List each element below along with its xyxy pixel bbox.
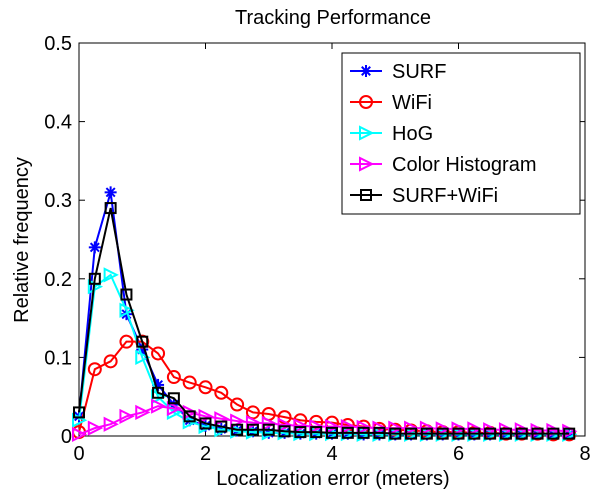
data-point-square — [294, 426, 307, 439]
data-point-circle — [277, 410, 292, 425]
x-axis-label: Localization error (meters) — [216, 468, 449, 490]
data-point-circle — [198, 380, 213, 395]
data-point-triangle — [261, 415, 277, 432]
data-point-square — [515, 427, 528, 440]
data-point-square — [563, 427, 576, 440]
x-tick-label: 0 — [73, 443, 84, 465]
data-point-square — [183, 410, 196, 423]
x-tick-label: 4 — [326, 443, 337, 465]
x-tick-label: 2 — [200, 443, 211, 465]
series-surf-wifi — [73, 202, 576, 440]
data-point-square — [468, 427, 481, 440]
series-line — [78, 207, 570, 435]
data-point-square — [452, 427, 465, 440]
data-point-asterisk — [360, 65, 372, 77]
data-point-triangle — [135, 404, 151, 421]
series-surf — [73, 186, 576, 441]
data-point-circle — [119, 334, 134, 349]
data-point-circle — [87, 362, 102, 377]
data-point-square — [152, 386, 165, 399]
data-point-square — [73, 406, 85, 419]
data-point-square — [199, 417, 212, 430]
data-point-square — [420, 427, 433, 440]
data-point-square — [231, 423, 244, 436]
data-point-square — [262, 423, 275, 436]
series-layer — [72, 186, 578, 443]
data-point-circle — [359, 95, 373, 109]
data-point-circle — [182, 375, 197, 390]
data-point-asterisk — [88, 241, 101, 254]
legend-item: SURF+WiFi — [350, 185, 498, 207]
x-tick-label: 6 — [453, 443, 464, 465]
data-point-square — [326, 426, 338, 439]
data-point-square — [373, 426, 386, 439]
data-point-square — [136, 335, 149, 348]
data-point-square — [246, 423, 259, 436]
data-point-asterisk — [104, 186, 117, 199]
data-point-circle — [230, 397, 245, 412]
data-point-square — [547, 427, 560, 440]
data-point-square — [278, 425, 291, 438]
y-tick-label: 0.2 — [44, 269, 72, 291]
data-point-triangle — [119, 408, 135, 424]
legend: SURF WiFi HoG Color Histogram SURF+WiFi — [341, 52, 581, 215]
series-hog — [72, 267, 578, 443]
data-point-circle — [166, 370, 181, 385]
legend-label: WiFi — [392, 92, 432, 114]
legend-item: SURF — [350, 61, 446, 83]
y-tick-label: 0.5 — [44, 33, 72, 55]
data-point-square — [360, 189, 372, 201]
y-tick-label: 0.1 — [44, 347, 72, 369]
data-point-square — [499, 427, 512, 440]
x-tick-label: 8 — [579, 443, 590, 465]
data-point-triangle — [103, 416, 119, 432]
data-point-circle — [151, 346, 166, 361]
data-point-triangle — [340, 418, 357, 435]
data-point-triangle — [72, 426, 88, 443]
data-point-square — [405, 427, 418, 440]
y-tick-label: 0 — [61, 426, 72, 448]
legend-label: Color Histogram — [392, 154, 536, 176]
legend-label: SURF+WiFi — [392, 185, 498, 207]
legend-label: SURF — [392, 61, 446, 83]
data-point-circle — [214, 385, 229, 400]
data-point-square — [389, 427, 402, 440]
legend-item: WiFi — [350, 92, 432, 114]
y-axis-label: Relative frequency — [11, 157, 33, 323]
chart-title: Tracking Performance — [235, 7, 431, 29]
y-tick-label: 0.3 — [44, 190, 72, 212]
data-point-square — [310, 426, 323, 439]
data-point-circle — [103, 354, 118, 369]
data-point-triangle — [277, 417, 293, 433]
data-point-square — [357, 426, 370, 439]
data-point-square — [120, 288, 133, 301]
data-point-triangle — [325, 418, 341, 435]
data-point-triangle — [166, 400, 183, 417]
data-point-triangle — [151, 398, 167, 414]
data-point-triangle — [293, 418, 309, 434]
data-point-triangle — [359, 156, 375, 172]
data-point-square — [215, 420, 228, 433]
data-point-square — [531, 427, 544, 440]
data-point-square — [341, 426, 354, 439]
data-point-square — [484, 427, 497, 440]
y-tick-label: 0.4 — [44, 112, 72, 134]
data-point-square — [167, 392, 180, 405]
legend-item: HoG — [350, 123, 433, 145]
legend-item: Color Histogram — [350, 154, 536, 176]
data-point-square — [436, 427, 449, 440]
data-point-circle — [245, 405, 260, 420]
data-point-triangle — [359, 125, 375, 141]
legend-label: HoG — [392, 123, 433, 145]
data-point-triangle — [87, 420, 104, 436]
data-point-triangle — [119, 302, 135, 318]
data-point-square — [88, 272, 101, 285]
data-point-square — [104, 202, 117, 215]
data-point-triangle — [103, 267, 119, 283]
data-point-triangle — [135, 349, 151, 366]
